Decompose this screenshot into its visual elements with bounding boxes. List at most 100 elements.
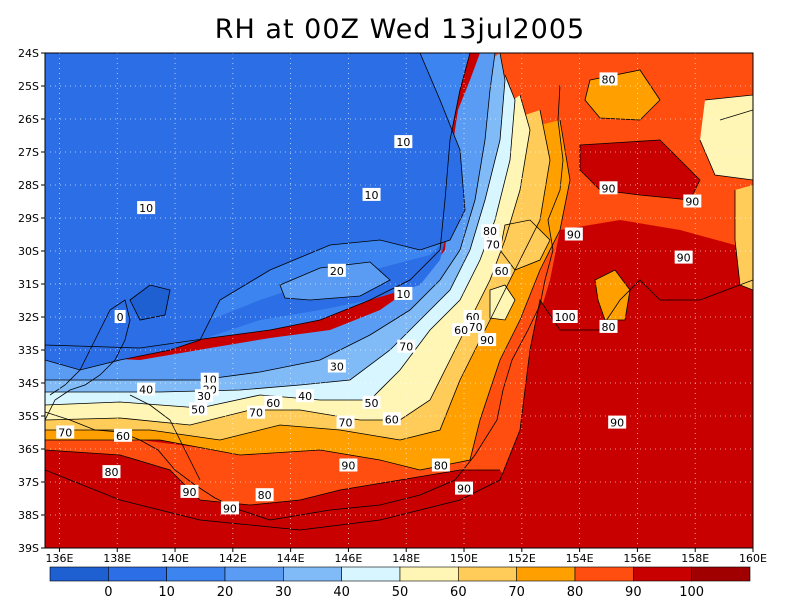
colorbar-label: 60 bbox=[450, 585, 467, 600]
contour-label-bg bbox=[246, 405, 265, 419]
fill-10-20-pocket bbox=[280, 262, 390, 300]
lat-tick-label: 31S bbox=[18, 278, 39, 291]
lat-tick-label: 24S bbox=[18, 47, 39, 60]
contour-line bbox=[45, 53, 466, 371]
contour-label-bg bbox=[466, 319, 485, 333]
map-title: RH at 00Z Wed 13jul2005 bbox=[214, 14, 586, 45]
colorbar-swatch bbox=[516, 566, 576, 582]
lon-tick-label: 160E bbox=[739, 552, 767, 565]
contour-label-bg bbox=[382, 412, 401, 426]
contour-label-bg bbox=[564, 227, 583, 241]
contour-label-bg bbox=[397, 339, 416, 353]
contour-label-bg bbox=[56, 425, 75, 439]
contour-label-bg bbox=[339, 458, 358, 472]
contour-label-bg bbox=[189, 402, 208, 416]
colorbar-swatch bbox=[341, 566, 401, 582]
contour-label-bg bbox=[362, 187, 381, 201]
contour-label: 60 bbox=[495, 265, 509, 278]
contour-line bbox=[45, 53, 496, 381]
lon-tick-label: 144E bbox=[277, 552, 305, 565]
lon-tick-label: 150E bbox=[450, 552, 478, 565]
contour-label: 90 bbox=[677, 252, 691, 265]
contour-label: 80 bbox=[434, 460, 448, 473]
contour-label-bg bbox=[483, 237, 502, 251]
contour-label: 70 bbox=[486, 238, 500, 251]
colorbar-label: 0 bbox=[104, 585, 112, 600]
lat-tick-label: 36S bbox=[18, 443, 39, 456]
contour-label-bg bbox=[255, 488, 274, 502]
contour-label: 50 bbox=[365, 397, 379, 410]
coastline bbox=[45, 84, 564, 521]
contour-label: 60 bbox=[385, 413, 399, 426]
contour-label-bg bbox=[599, 72, 618, 86]
contour-label: 50 bbox=[191, 403, 205, 416]
contour-line bbox=[594, 269, 631, 321]
contour-label: 90 bbox=[223, 502, 237, 515]
contour-label-bg bbox=[114, 310, 126, 323]
colorbar-label: 100 bbox=[679, 585, 704, 600]
contour-label-bg bbox=[194, 389, 213, 403]
contour-lines bbox=[45, 53, 753, 531]
contour-line bbox=[579, 139, 701, 201]
contour-label: 60 bbox=[116, 430, 130, 443]
fill-50-60-pocket bbox=[735, 185, 753, 290]
colorbar-swatch bbox=[691, 566, 751, 582]
contour-label: 80 bbox=[602, 73, 616, 86]
contour-label: 70 bbox=[399, 341, 413, 354]
lon-tick-label: 148E bbox=[392, 552, 420, 565]
fill-50-60-pocket bbox=[700, 95, 753, 180]
lat-tick-label: 33S bbox=[18, 344, 39, 357]
colorbar-label: 20 bbox=[217, 585, 234, 600]
contour-label-bg bbox=[362, 395, 381, 409]
lat-tick-label: 32S bbox=[18, 311, 39, 324]
contour-label-bg bbox=[463, 310, 482, 323]
fill-80-90 bbox=[45, 53, 753, 530]
contour-label-bg bbox=[608, 415, 627, 429]
contour-line bbox=[45, 94, 531, 426]
lat-tick-label: 26S bbox=[18, 113, 39, 126]
colorbar-swatch bbox=[458, 566, 517, 582]
contour-label-bg bbox=[220, 501, 239, 515]
contour-label-bg bbox=[492, 263, 511, 277]
contour-label: 90 bbox=[457, 483, 471, 496]
contour-label: 80 bbox=[602, 321, 616, 334]
contour-label: 90 bbox=[610, 417, 624, 430]
contour-label: 70 bbox=[249, 407, 263, 420]
contour-label: 10 bbox=[139, 202, 153, 215]
colorbar-swatch bbox=[166, 566, 226, 582]
contour-label-bg bbox=[327, 263, 346, 277]
lat-tick-label: 27S bbox=[18, 146, 39, 159]
contour-label: 70 bbox=[339, 417, 353, 430]
contour-line bbox=[45, 53, 506, 393]
contour-label: 0 bbox=[117, 311, 124, 324]
lat-tick-label: 25S bbox=[18, 80, 39, 93]
contour-label: 90 bbox=[602, 182, 616, 195]
contour-label: 100 bbox=[555, 311, 576, 324]
contour-label-bg bbox=[599, 181, 618, 195]
lon-tick-label: 146E bbox=[334, 552, 362, 565]
coastline-gulf bbox=[45, 299, 131, 421]
contour-label-bg bbox=[599, 319, 618, 333]
colorbar-label: 50 bbox=[392, 585, 409, 600]
contour-label-bg bbox=[114, 428, 133, 442]
contour-label: 60 bbox=[454, 324, 468, 337]
contour-label-bg bbox=[200, 372, 219, 386]
contour-label-bg bbox=[552, 310, 578, 323]
contour-label: 40 bbox=[139, 384, 153, 397]
contour-label-bg bbox=[452, 323, 471, 337]
contour-label: 80 bbox=[104, 466, 118, 479]
colorbar-swatch bbox=[49, 566, 109, 582]
colorbar-label: 10 bbox=[158, 585, 175, 600]
colorbar-swatch bbox=[399, 566, 459, 582]
colorbar-swatch bbox=[224, 566, 284, 582]
lat-tick-label: 34S bbox=[18, 377, 39, 390]
lon-tick-label: 152E bbox=[508, 552, 536, 565]
contour-label: 40 bbox=[298, 390, 312, 403]
contour-label: 80 bbox=[483, 225, 497, 238]
contour-label-bg bbox=[431, 458, 450, 472]
coastline-gulf bbox=[129, 394, 201, 481]
lon-tick-label: 142E bbox=[219, 552, 247, 565]
colorbar-label: 40 bbox=[333, 585, 350, 600]
contour-line bbox=[45, 119, 571, 471]
